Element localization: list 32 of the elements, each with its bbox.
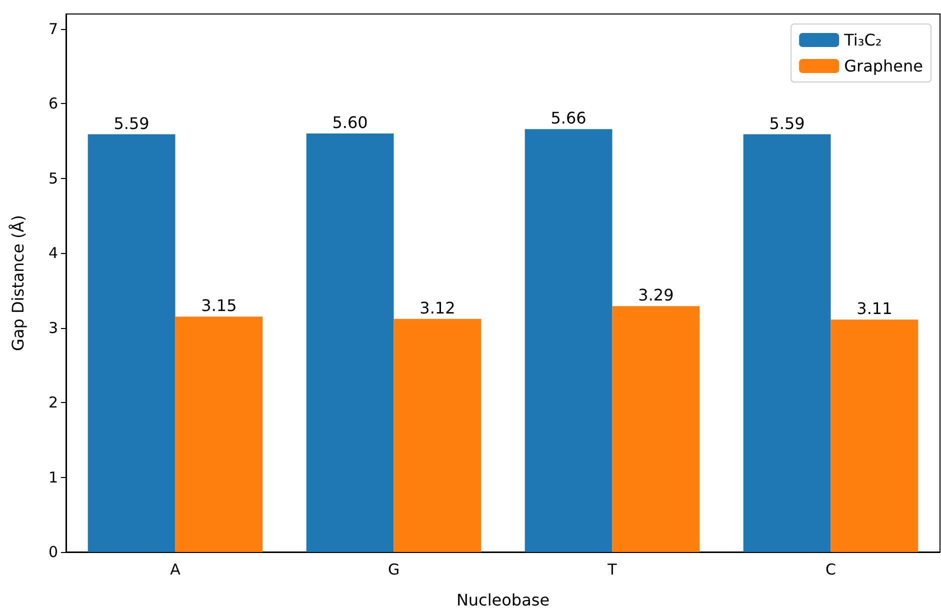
bar <box>88 134 176 552</box>
bar <box>743 134 831 552</box>
bar <box>612 306 700 552</box>
data-label: 5.59 <box>114 114 150 133</box>
y-axis-title: Gap Distance (Å) <box>8 215 28 351</box>
legend-label: Graphene <box>844 56 923 76</box>
bar <box>394 318 482 552</box>
data-label: 3.29 <box>638 286 674 305</box>
x-tick-label: G <box>388 560 400 578</box>
x-axis-title: Nucleobase <box>456 590 550 610</box>
x-tick-label: T <box>606 560 618 578</box>
bar <box>830 320 918 552</box>
bar <box>175 316 263 552</box>
data-label: 5.60 <box>332 113 368 132</box>
y-tick-label: 5 <box>48 169 58 188</box>
y-tick-label: 0 <box>48 543 58 561</box>
data-label: 3.11 <box>856 299 892 318</box>
y-tick-label: 7 <box>48 20 58 38</box>
x-tick-label: A <box>170 560 182 578</box>
bar <box>524 129 612 552</box>
y-tick-label: 2 <box>48 394 58 412</box>
data-label: 3.15 <box>201 296 237 316</box>
y-tick-label: 3 <box>48 318 58 337</box>
data-label: 5.66 <box>550 108 586 128</box>
y-tick-label: 6 <box>48 94 58 113</box>
y-tick-label: 4 <box>48 244 58 262</box>
y-tick-label: 1 <box>48 468 58 486</box>
legend-label: Ti₃C₂ <box>843 30 882 50</box>
data-label: 5.59 <box>769 114 805 133</box>
bar <box>306 134 394 552</box>
x-tick-label: C <box>826 560 836 578</box>
data-label: 3.12 <box>420 298 456 318</box>
